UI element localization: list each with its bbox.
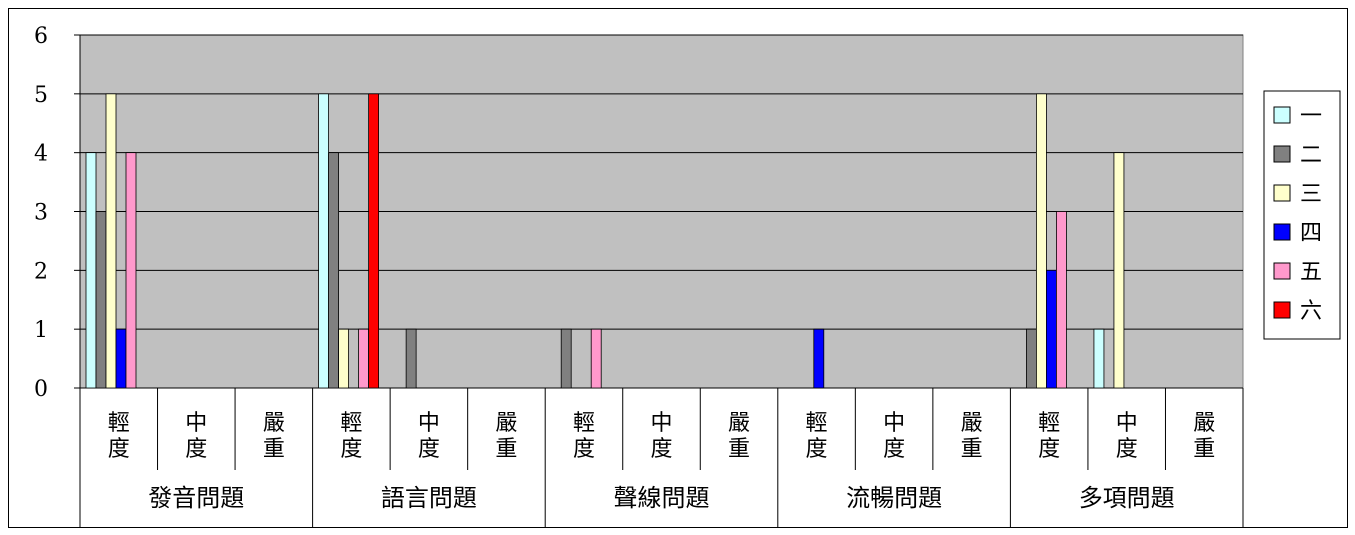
x-subcategory-label: 度 bbox=[1116, 437, 1138, 462]
legend-swatch bbox=[1273, 106, 1291, 124]
bar-一-4 bbox=[318, 93, 330, 389]
legend-swatch bbox=[1273, 223, 1291, 241]
x-subcategory-label: 中 bbox=[185, 411, 207, 436]
y-tick-label: 2 bbox=[34, 259, 48, 284]
x-subcategory-label: 輕 bbox=[108, 411, 130, 436]
x-subcategory-label: 度 bbox=[650, 437, 672, 462]
x-group-label: 流暢問題 bbox=[846, 484, 942, 512]
bar-三-14 bbox=[1113, 152, 1125, 389]
x-subcategory-label: 中 bbox=[650, 411, 672, 436]
legend-swatch bbox=[1273, 301, 1291, 319]
x-subcategory-label: 重 bbox=[961, 437, 983, 462]
bar-二-1 bbox=[95, 211, 107, 389]
y-tick-label: 6 bbox=[34, 24, 48, 49]
x-subcategory-label: 度 bbox=[340, 437, 362, 462]
x-subcategory-label: 中 bbox=[418, 411, 440, 436]
bar-二-5 bbox=[405, 328, 417, 389]
legend-label: 五 bbox=[1300, 260, 1322, 285]
bar-一-14 bbox=[1093, 328, 1105, 389]
x-subcategory-label: 嚴 bbox=[263, 411, 285, 436]
bar-四-1 bbox=[115, 328, 127, 389]
bar-五-4 bbox=[358, 328, 370, 389]
bar-chart: 0123456輕度中度嚴重發音問題輕度中度嚴重語言問題輕度中度嚴重聲線問題輕度中… bbox=[8, 8, 1348, 528]
x-subcategory-label: 嚴 bbox=[728, 411, 750, 436]
x-subcategory-label: 輕 bbox=[1038, 411, 1060, 436]
legend-swatch bbox=[1273, 262, 1291, 280]
x-subcategory-label: 中 bbox=[1116, 411, 1138, 436]
bar-三-13 bbox=[1036, 93, 1047, 389]
x-subcategory-label: 重 bbox=[495, 437, 517, 462]
bar-五-7 bbox=[590, 328, 602, 389]
bar-二-7 bbox=[560, 328, 572, 389]
x-subcategory-label: 嚴 bbox=[495, 411, 517, 436]
legend-swatch bbox=[1273, 184, 1291, 202]
legend-label: 二 bbox=[1300, 143, 1322, 168]
legend bbox=[1263, 90, 1341, 340]
legend-label: 六 bbox=[1300, 299, 1322, 324]
y-tick-label: 5 bbox=[34, 83, 48, 108]
legend-swatch bbox=[1273, 145, 1291, 163]
x-group-label: 發音問題 bbox=[148, 484, 244, 512]
bar-二-4 bbox=[328, 152, 340, 389]
bar-五-13 bbox=[1056, 211, 1067, 389]
bar-五-1 bbox=[125, 152, 137, 389]
x-group-label: 多項問題 bbox=[1079, 484, 1175, 512]
x-subcategory-label: 重 bbox=[728, 437, 750, 462]
x-subcategory-label: 度 bbox=[108, 437, 130, 462]
bar-四-13 bbox=[1046, 269, 1057, 389]
chart-frame: 0 1 2 3 4 5 6 輕度中度嚴重發音問題輕度中度嚴重語言問題輕度中度嚴重聲線問題輕度中… bbox=[8, 8, 1348, 528]
x-subcategory-label: 輕 bbox=[806, 411, 828, 436]
x-subcategory-label: 度 bbox=[573, 437, 595, 462]
x-subcategory-label: 度 bbox=[883, 437, 905, 462]
y-tick-label: 4 bbox=[34, 142, 48, 167]
x-subcategory-label: 度 bbox=[418, 437, 440, 462]
x-subcategory-label: 輕 bbox=[573, 411, 595, 436]
y-tick-label: 0 bbox=[34, 377, 48, 402]
x-subcategory-label: 重 bbox=[1193, 437, 1215, 462]
bar-四-10 bbox=[813, 328, 825, 389]
x-subcategory-label: 度 bbox=[1038, 437, 1060, 462]
x-subcategory-label: 中 bbox=[883, 411, 905, 436]
x-subcategory-label: 度 bbox=[185, 437, 207, 462]
x-subcategory-label: 度 bbox=[806, 437, 828, 462]
bar-一-1 bbox=[85, 152, 97, 389]
x-group-label: 聲線問題 bbox=[614, 484, 710, 512]
bar-三-1 bbox=[105, 93, 117, 389]
bar-二-13 bbox=[1026, 328, 1037, 389]
legend-label: 四 bbox=[1300, 221, 1322, 246]
x-subcategory-label: 嚴 bbox=[961, 411, 983, 436]
legend-label: 一 bbox=[1300, 104, 1322, 129]
bar-六-4 bbox=[368, 93, 380, 389]
y-tick-label: 3 bbox=[34, 201, 48, 226]
legend-label: 三 bbox=[1300, 182, 1322, 207]
x-group-label: 語言問題 bbox=[381, 484, 477, 512]
bar-三-4 bbox=[338, 328, 350, 389]
x-subcategory-label: 輕 bbox=[340, 411, 362, 436]
y-tick-label: 1 bbox=[34, 318, 48, 343]
x-subcategory-label: 嚴 bbox=[1193, 411, 1215, 436]
x-subcategory-label: 重 bbox=[263, 437, 285, 462]
